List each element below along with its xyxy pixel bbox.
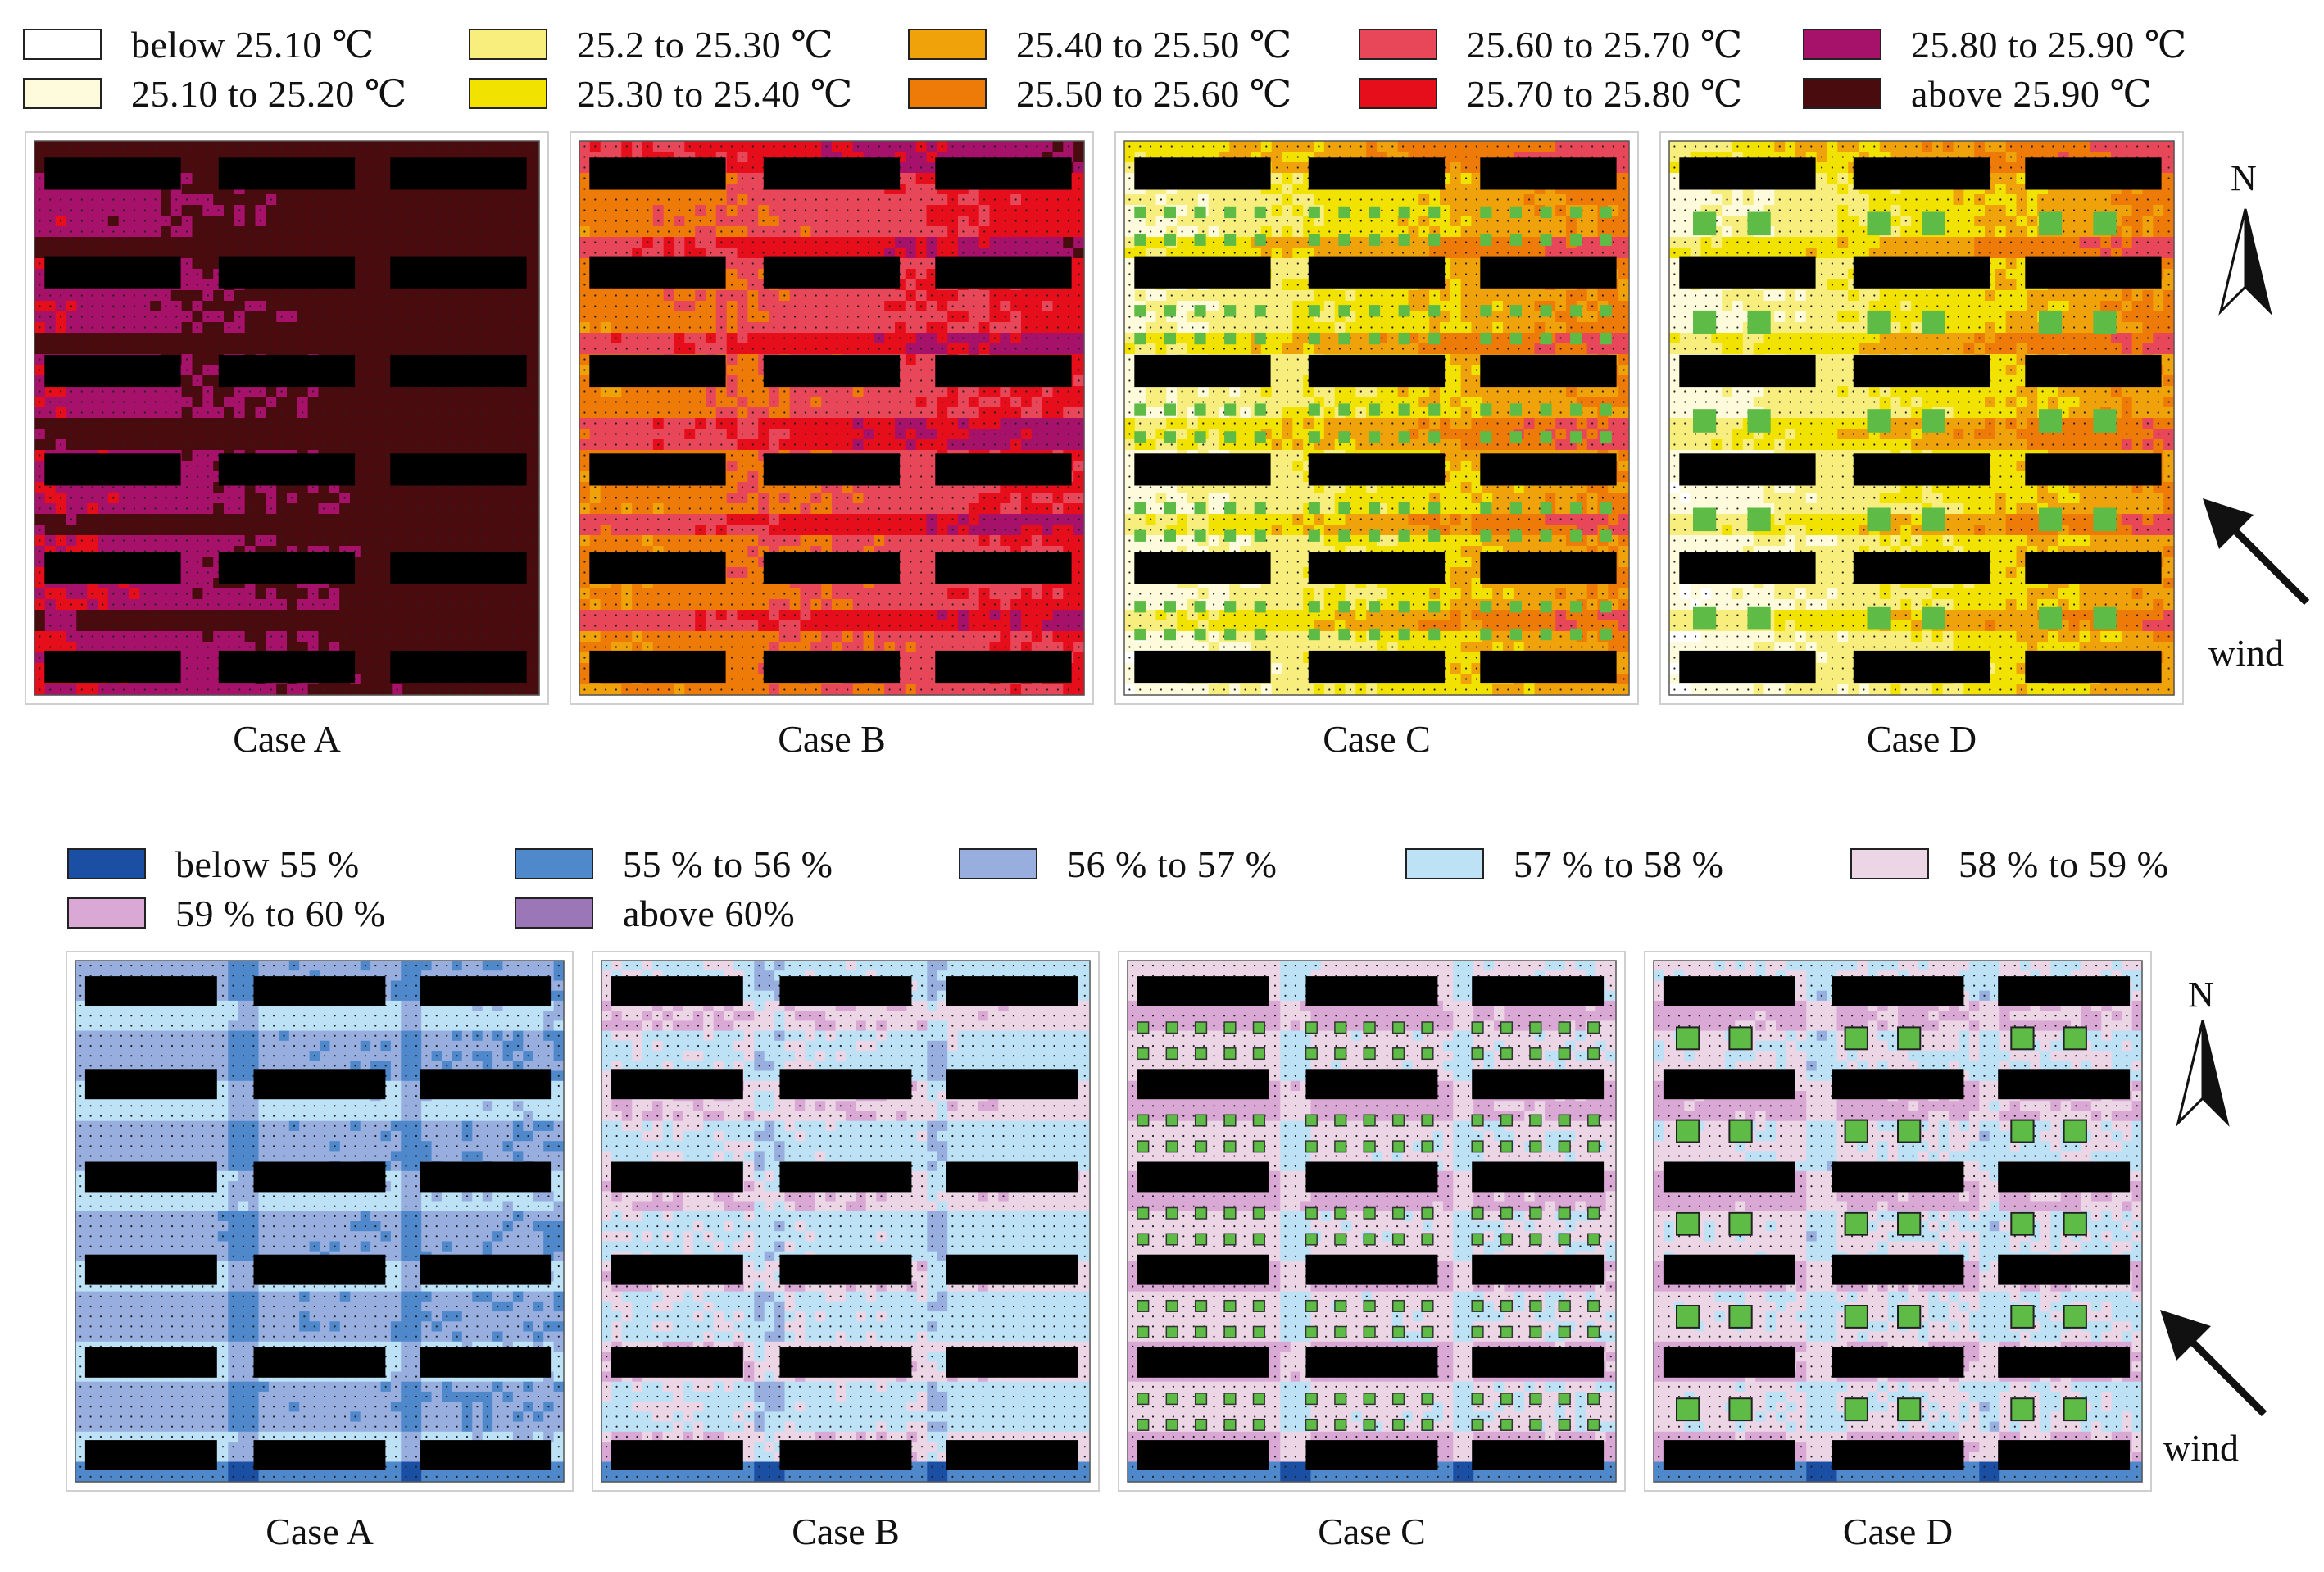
humidity-legend-swatch [1850,848,1929,879]
wind-label-humidity: wind [2163,1426,2239,1470]
temperature-legend-item: 25.2 to 25.30 ℃ [469,20,833,69]
temp-field-map [34,140,540,696]
humidity-legend-swatch [67,897,146,929]
temperature-legend-label: 25.50 to 25.60 ℃ [1016,71,1292,116]
humidity-legend-label: 58 % to 59 % [1959,843,2168,886]
humidity-legend-label: 56 % to 57 % [1067,843,1277,886]
humidity-panel-case-d [1644,951,2152,1492]
temperature-legend-item: 25.40 to 25.50 ℃ [908,20,1292,69]
humidity-legend-item: below 55 % [67,839,360,888]
temperature-legend-item: 25.80 to 25.90 ℃ [1803,20,2187,69]
humidity-caption-case-a: Case A [156,1510,483,1553]
wind-label: wind [2208,631,2284,675]
humidity-legend-item: 58 % to 59 % [1850,839,2168,888]
temperature-panel-case-d [1659,131,2184,705]
temperature-legend-swatch [1359,29,1437,60]
temperature-panel-case-b [570,131,1094,705]
temperature-legend-swatch [23,78,102,109]
humidity-legend-swatch [515,848,593,879]
temperature-legend-swatch [1803,29,1881,60]
temperature-legend-swatch [469,29,547,60]
humidity-legend-item: 57 % to 58 % [1405,839,1723,888]
humidity-panel-case-c [1118,951,1626,1492]
humidity-legend-item: 59 % to 60 % [67,888,385,938]
temperature-caption-case-d: Case D [1758,717,2086,761]
hum-field-map [1127,960,1617,1483]
temperature-panel-case-a [25,131,549,705]
humidity-legend-swatch [67,848,146,879]
temperature-legend-label: 25.70 to 25.80 ℃ [1467,71,1743,116]
humidity-legend-swatch [515,897,593,929]
hum-field-map [601,960,1091,1483]
temperature-legend-label: 25.10 to 25.20 ℃ [131,71,407,116]
north-arrow-icon [2218,208,2272,316]
hum-field-map [75,960,565,1483]
temperature-legend-item: 25.10 to 25.20 ℃ [23,69,407,118]
temperature-legend-label: below 25.10 ℃ [131,22,374,66]
temp-field-map [1668,140,2175,696]
temperature-caption-case-b: Case B [668,717,996,761]
humidity-legend-label: below 55 % [175,843,360,886]
wind-arrow-icon-humidity [2160,1310,2267,1417]
humidity-legend-item: 56 % to 57 % [959,839,1277,888]
temperature-legend-swatch [1359,78,1437,109]
wind-arrow-icon [2203,498,2310,606]
humidity-legend-swatch [1405,848,1484,879]
temperature-panel-case-c [1114,131,1639,705]
humidity-legend-label: 59 % to 60 % [175,892,385,935]
temperature-legend-label: above 25.90 ℃ [1911,71,2152,116]
temp-field-map [579,140,1085,696]
north-label-humidity: N [2188,974,2214,1015]
humidity-legend-label: 55 % to 56 % [623,843,833,886]
humidity-caption-case-b: Case B [682,1510,1010,1553]
temperature-legend-swatch [1803,78,1881,109]
humidity-legend-label: above 60% [623,892,795,935]
temperature-legend-item: 25.50 to 25.60 ℃ [908,69,1292,118]
temperature-legend-label: 25.80 to 25.90 ℃ [1911,22,2187,66]
hum-field-map [1653,960,2143,1483]
temperature-caption-case-c: Case C [1213,717,1541,761]
temperature-legend-swatch [23,29,102,60]
temperature-legend-label: 25.2 to 25.30 ℃ [577,22,833,66]
humidity-panel-case-b [592,951,1100,1492]
humidity-legend-label: 57 % to 58 % [1514,843,1723,886]
north-label: N [2231,157,2257,199]
humidity-legend-swatch [959,848,1037,879]
humidity-caption-case-c: Case C [1208,1510,1536,1553]
temperature-legend-swatch [908,29,987,60]
temp-field-map [1123,140,1630,696]
temperature-legend-item: 25.60 to 25.70 ℃ [1359,20,1743,69]
temperature-legend-swatch [908,78,987,109]
north-arrow-icon-humidity [2176,1020,2230,1127]
temperature-legend-swatch [469,78,547,109]
temperature-legend-label: 25.60 to 25.70 ℃ [1467,22,1743,66]
temperature-legend-label: 25.40 to 25.50 ℃ [1016,22,1292,66]
humidity-legend-item: above 60% [515,888,795,938]
humidity-caption-case-d: Case D [1734,1510,2062,1553]
temperature-legend-item: 25.70 to 25.80 ℃ [1359,69,1743,118]
temperature-caption-case-a: Case A [123,717,451,761]
temperature-legend-item: below 25.10 ℃ [23,20,374,69]
temperature-legend-label: 25.30 to 25.40 ℃ [577,71,853,116]
humidity-legend-item: 55 % to 56 % [515,839,833,888]
temperature-legend-item: 25.30 to 25.40 ℃ [469,69,853,118]
temperature-legend-item: above 25.90 ℃ [1803,69,2152,118]
humidity-panel-case-a [66,951,574,1492]
